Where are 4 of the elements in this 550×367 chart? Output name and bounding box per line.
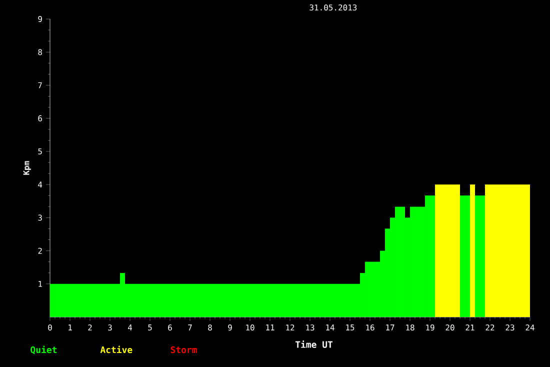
x-axis-title: Time UT xyxy=(296,340,332,348)
text: Quiet xyxy=(30,346,56,354)
text: Active xyxy=(100,346,132,354)
text: Storm xyxy=(170,346,197,354)
